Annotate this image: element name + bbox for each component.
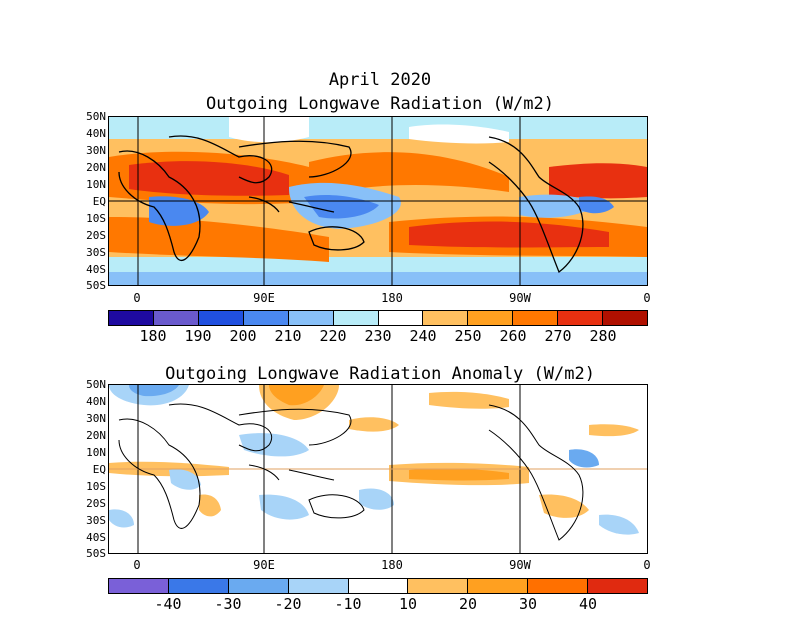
lat-label: 40S — [86, 531, 106, 544]
colorbar-swatch — [423, 311, 469, 325]
figure-title: April 2020 — [328, 70, 432, 90]
lon-label: 0 — [643, 558, 651, 572]
lat-label: EQ — [92, 463, 106, 476]
olr-map — [108, 116, 648, 286]
colorbar-swatch — [378, 311, 424, 325]
lon-label: 180 — [381, 291, 403, 305]
lon-label: 90E — [253, 291, 275, 305]
olr-anomaly-map-field — [109, 385, 647, 553]
lat-label: 50N — [86, 378, 106, 391]
colorbar-label: 270 — [544, 327, 572, 345]
colorbar-label: 230 — [364, 327, 392, 345]
colorbar-swatch — [528, 579, 589, 593]
colorbar-label: 190 — [184, 327, 212, 345]
colorbar-swatch — [588, 579, 648, 593]
lon-label: 0 — [643, 291, 651, 305]
colorbar-label: 10 — [398, 595, 418, 613]
colorbar-label: 200 — [229, 327, 257, 345]
lat-label: 10N — [86, 178, 106, 191]
panel2-title: Outgoing Longwave Radiation Anomaly (W/m… — [165, 364, 595, 384]
colorbar-swatch — [333, 311, 379, 325]
colorbar-swatch — [198, 311, 244, 325]
lon-label: 0 — [133, 291, 141, 305]
colorbar-label: 30 — [518, 595, 538, 613]
colorbar-label: -40 — [154, 595, 182, 613]
colorbar-swatch — [468, 311, 514, 325]
lat-label: 10S — [86, 212, 106, 225]
lon-label: 180 — [381, 558, 403, 572]
colorbar-swatch — [109, 311, 154, 325]
lat-label: 20S — [86, 497, 106, 510]
olr-colorbar — [108, 310, 648, 326]
olr-map-field — [109, 117, 647, 285]
colorbar-swatch — [468, 579, 529, 593]
colorbar-swatch — [168, 579, 229, 593]
lat-label: 50N — [86, 110, 106, 123]
colorbar-swatch — [513, 311, 559, 325]
lat-label: 30N — [86, 144, 106, 157]
lat-label: 20N — [86, 429, 106, 442]
colorbar-swatch — [603, 311, 648, 325]
colorbar-label: 250 — [454, 327, 482, 345]
colorbar-swatch — [408, 579, 469, 593]
olr-anomaly-map — [108, 384, 648, 554]
lon-label: 90E — [253, 558, 275, 572]
colorbar-swatch — [109, 579, 169, 593]
lat-label: 40N — [86, 127, 106, 140]
lat-label: 30S — [86, 514, 106, 527]
colorbar-swatch — [153, 311, 199, 325]
colorbar-label: 20 — [458, 595, 478, 613]
colorbar-label: 210 — [274, 327, 302, 345]
colorbar-swatch — [288, 311, 334, 325]
lat-label: 20N — [86, 161, 106, 174]
lon-label: 90W — [509, 291, 531, 305]
colorbar-swatch — [243, 311, 289, 325]
lat-label: 10N — [86, 446, 106, 459]
colorbar-label: -30 — [214, 595, 242, 613]
anomaly-colorbar — [108, 578, 648, 594]
colorbar-label: 280 — [589, 327, 617, 345]
lat-label: 40N — [86, 395, 106, 408]
lat-label: 20S — [86, 229, 106, 242]
colorbar-label: 40 — [578, 595, 598, 613]
colorbar-swatch — [348, 579, 409, 593]
lat-label: EQ — [92, 195, 106, 208]
colorbar-label: 180 — [139, 327, 167, 345]
lat-label: 50S — [86, 279, 106, 292]
panel1-title: Outgoing Longwave Radiation (W/m2) — [206, 94, 554, 114]
colorbar-swatch — [228, 579, 289, 593]
colorbar-label: 260 — [499, 327, 527, 345]
lon-label: 0 — [133, 558, 141, 572]
lat-label: 30N — [86, 412, 106, 425]
lon-label: 90W — [509, 558, 531, 572]
lat-label: 30S — [86, 246, 106, 259]
lat-label: 10S — [86, 480, 106, 493]
lat-label: 50S — [86, 547, 106, 560]
colorbar-label: -10 — [334, 595, 362, 613]
colorbar-swatch — [288, 579, 349, 593]
colorbar-label: -20 — [274, 595, 302, 613]
colorbar-swatch — [558, 311, 604, 325]
lat-label: 40S — [86, 263, 106, 276]
colorbar-label: 220 — [319, 327, 347, 345]
colorbar-label: 240 — [409, 327, 437, 345]
